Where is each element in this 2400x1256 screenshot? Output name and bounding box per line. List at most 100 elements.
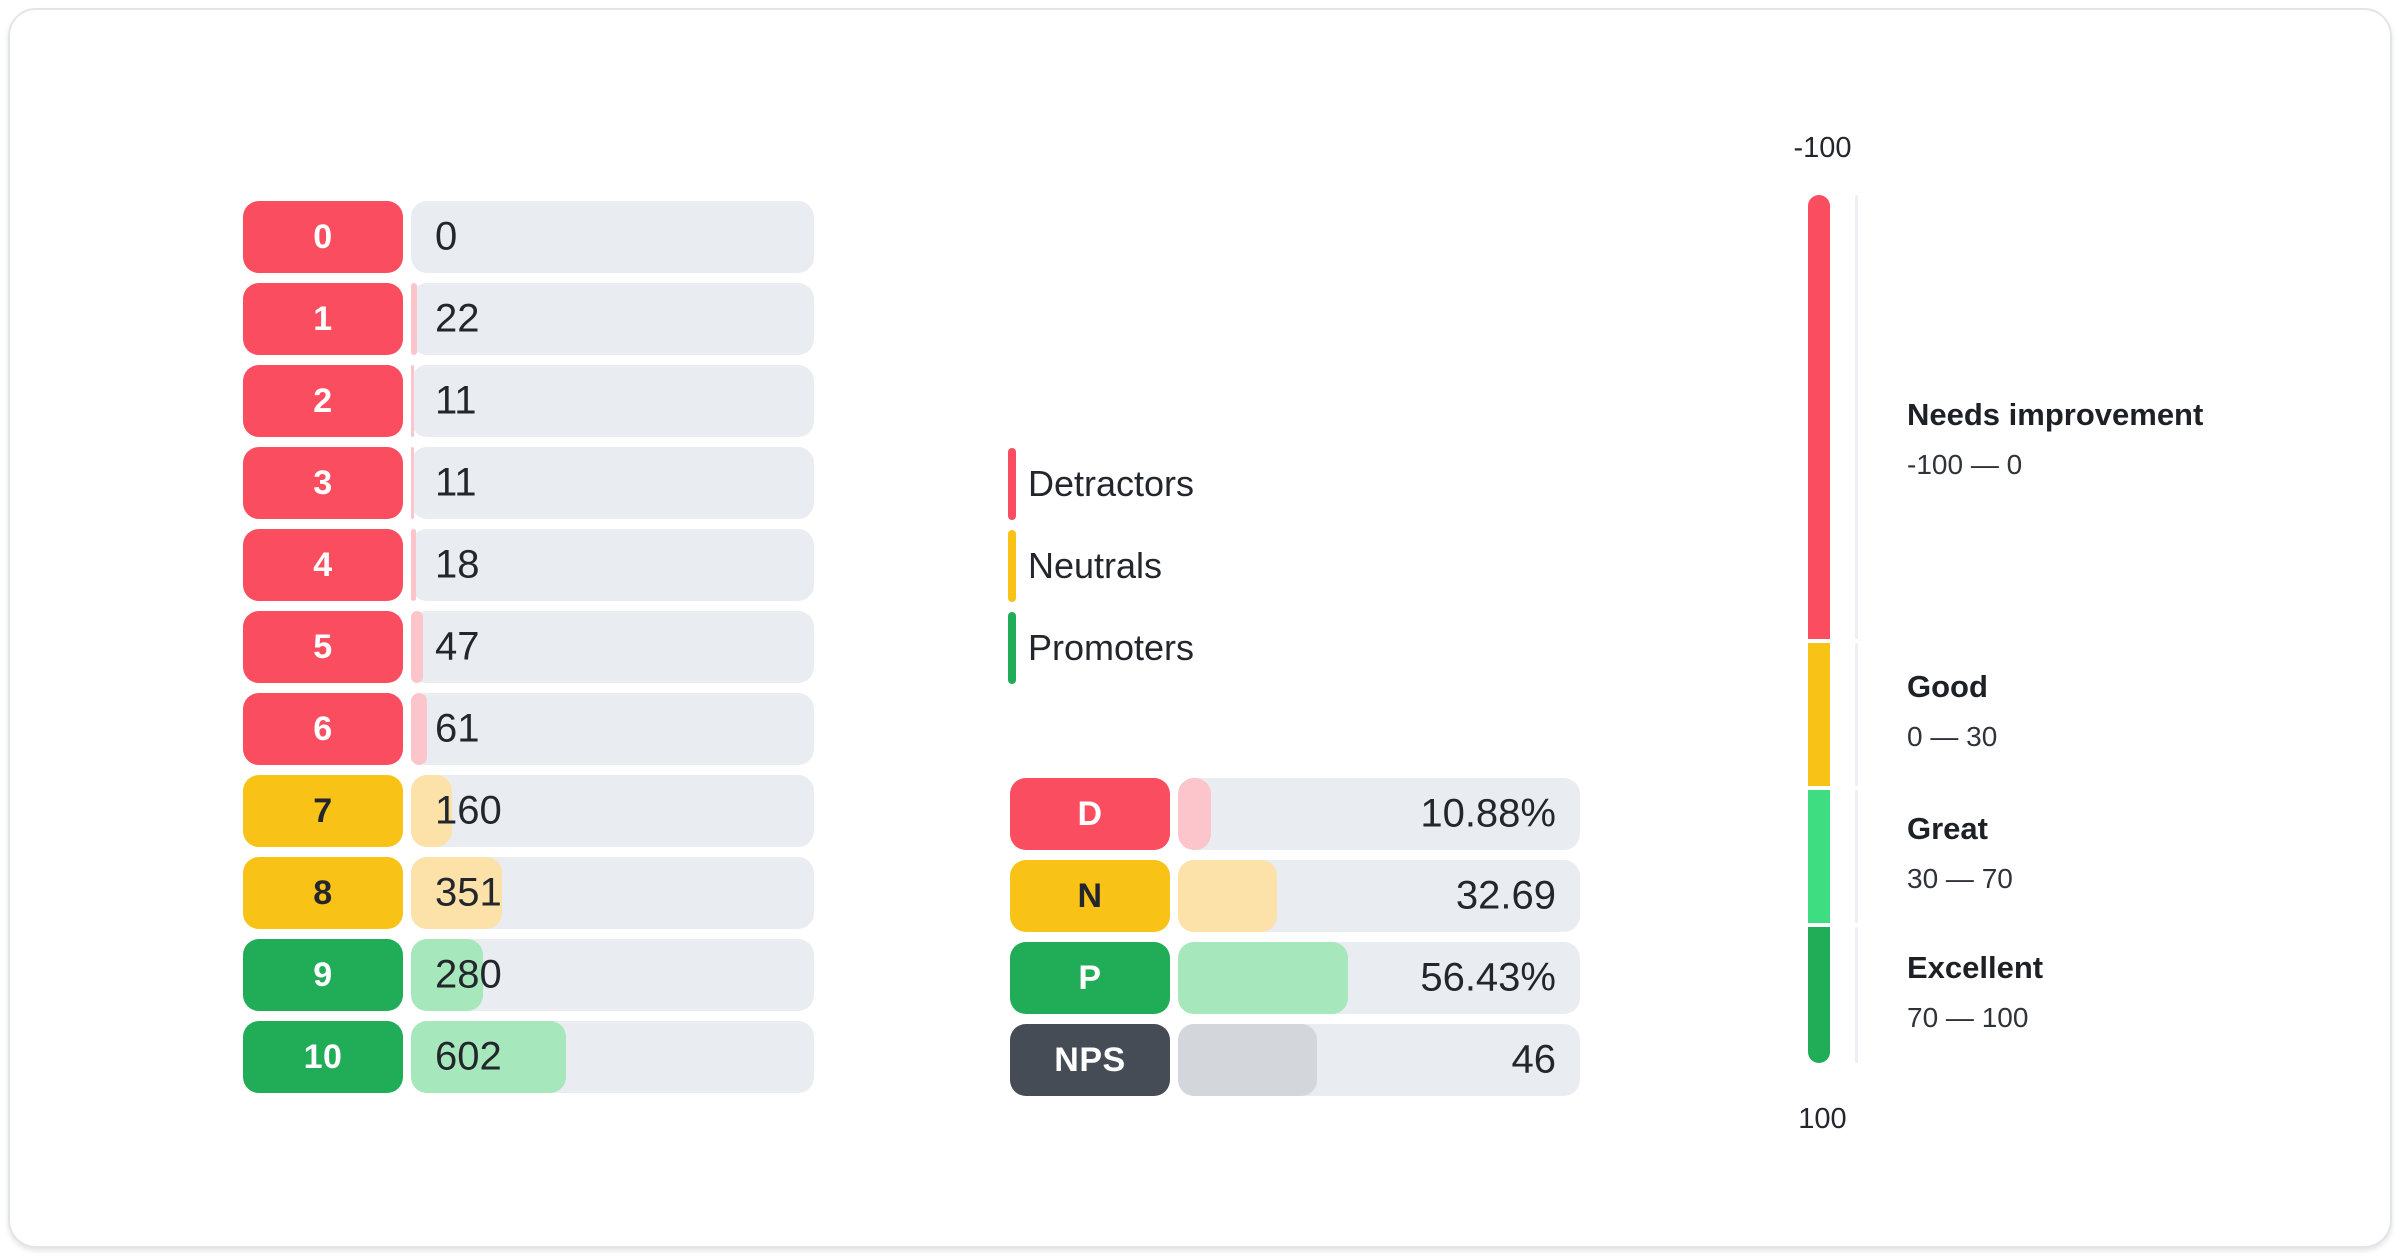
row-track: 11	[411, 447, 814, 519]
bar-row: 1 22	[243, 283, 814, 355]
row-bar-fill	[1178, 1024, 1317, 1096]
row-value: 0	[435, 214, 458, 259]
row-bar-fill	[411, 447, 414, 519]
row-bar-fill	[411, 775, 453, 847]
gauge-segment	[1808, 643, 1830, 786]
gauge-top-label: -100	[1793, 132, 1852, 164]
legend-item: Neutrals	[1008, 530, 1194, 602]
gauge-zone-range: 0 — 30	[1907, 720, 1998, 752]
legend-item: Detractors	[1008, 448, 1194, 520]
row-badge: D	[1010, 778, 1170, 850]
row-badge: N	[1010, 860, 1170, 932]
row-value: 11	[435, 378, 477, 423]
gauge-zone-title: Excellent	[1907, 950, 2044, 985]
gauge-axis-segment	[1855, 790, 1858, 923]
row-track: 160	[411, 775, 814, 847]
row-badge: 1	[243, 283, 403, 355]
gauge-zone-label: Good 0 — 30	[1907, 669, 1997, 753]
row-value: 61	[435, 706, 480, 751]
row-track: 280	[411, 939, 814, 1011]
bar-row: 2 11	[243, 365, 814, 437]
row-bar-fill	[411, 283, 417, 355]
row-bar-fill	[411, 529, 416, 601]
row-bar-fill	[411, 857, 502, 929]
row-badge: 0	[243, 201, 403, 273]
legend-label: Neutrals	[1028, 545, 1163, 586]
row-badge: 2	[243, 365, 403, 437]
bar-row: D 10.88%	[1010, 778, 1580, 850]
bar-row: 0 0	[243, 201, 814, 273]
gauge-zone-label: Excellent 70 — 100	[1907, 950, 2043, 1034]
row-value: 602	[435, 1034, 502, 1079]
row-value: 160	[435, 788, 502, 833]
summary-chart: D 10.88% N 32.69 P 56.43% NPS 46	[1010, 778, 1580, 1096]
gauge-axis-segment	[1855, 643, 1858, 786]
legend-swatch	[1008, 530, 1016, 602]
gauge-zone-title: Great	[1907, 810, 1988, 846]
row-badge: P	[1010, 942, 1170, 1014]
row-badge: 10	[243, 1021, 403, 1093]
row-bar-fill	[1178, 778, 1211, 850]
row-bar-fill	[1178, 942, 1349, 1014]
row-track: 22	[411, 283, 814, 355]
row-value: 11	[435, 460, 477, 505]
gauge-bar	[1808, 195, 1830, 1063]
row-value: 56.43%	[1420, 955, 1556, 1000]
row-track: 602	[411, 1021, 814, 1093]
row-value: 18	[435, 542, 480, 587]
row-track: 32.69	[1178, 860, 1580, 932]
gauge-zone-range: -100 — 0	[1907, 449, 2023, 480]
gauge-axis-line	[1855, 195, 1858, 1063]
row-bar-fill	[411, 611, 424, 683]
legend-swatch	[1008, 448, 1016, 520]
bar-row: 8 351	[243, 857, 814, 929]
score-distribution-chart: 0 0 1 22 2 11 3 11 4 18 5 47	[243, 201, 814, 1093]
row-value: 46	[1511, 1037, 1557, 1082]
bar-row: N 32.69	[1010, 860, 1580, 932]
row-badge: 5	[243, 611, 403, 683]
bar-row: 5 47	[243, 611, 814, 683]
row-track: 56.43%	[1178, 942, 1580, 1014]
bar-row: NPS 46	[1010, 1024, 1580, 1096]
row-badge: 9	[243, 939, 403, 1011]
row-track: 46	[1178, 1024, 1580, 1096]
row-bar-fill	[411, 693, 427, 765]
gauge-bottom-label: 100	[1798, 1103, 1847, 1135]
row-badge: 8	[243, 857, 403, 929]
row-bar-fill	[411, 365, 414, 437]
gauge-zone-label: Great 30 — 70	[1907, 811, 2013, 895]
nps-report-card: 0 0 1 22 2 11 3 11 4 18 5 47	[8, 8, 2392, 1248]
row-bar-fill	[411, 939, 484, 1011]
row-badge: NPS	[1010, 1024, 1170, 1096]
gauge-zone-label: Needs improvement -100 — 0	[1907, 397, 2203, 481]
row-bar-fill	[1178, 860, 1277, 932]
gauge-zone-range: 30 — 70	[1907, 862, 2013, 894]
bar-row: 4 18	[243, 529, 814, 601]
gauge-zone-title: Needs improvement	[1907, 397, 2204, 432]
row-track: 61	[411, 693, 814, 765]
legend: Detractors Neutrals Promoters	[1008, 448, 1194, 684]
bar-row: 3 11	[243, 447, 814, 519]
gauge-segment	[1808, 790, 1830, 923]
row-track: 18	[411, 529, 814, 601]
bar-row: 6 61	[243, 693, 814, 765]
row-track: 0	[411, 201, 814, 273]
row-track: 351	[411, 857, 814, 929]
bar-row: 10 602	[243, 1021, 814, 1093]
row-track: 11	[411, 365, 814, 437]
gauge-zone-title: Good	[1907, 668, 1988, 704]
row-value: 32.69	[1455, 873, 1556, 918]
bar-row: 9 280	[243, 939, 814, 1011]
bar-row: P 56.43%	[1010, 942, 1580, 1014]
row-badge: 3	[243, 447, 403, 519]
row-value: 280	[435, 952, 502, 997]
gauge-segment	[1808, 927, 1830, 1063]
row-value: 22	[435, 296, 480, 341]
row-bar-fill	[411, 1021, 567, 1093]
legend-label: Detractors	[1028, 463, 1195, 504]
row-value: 10.88%	[1420, 791, 1556, 836]
row-value: 351	[435, 870, 502, 915]
bar-row: 7 160	[243, 775, 814, 847]
gauge-zone-labels: Needs improvement -100 — 0 Good 0 — 30 G…	[1907, 195, 2387, 1063]
row-badge: 7	[243, 775, 403, 847]
